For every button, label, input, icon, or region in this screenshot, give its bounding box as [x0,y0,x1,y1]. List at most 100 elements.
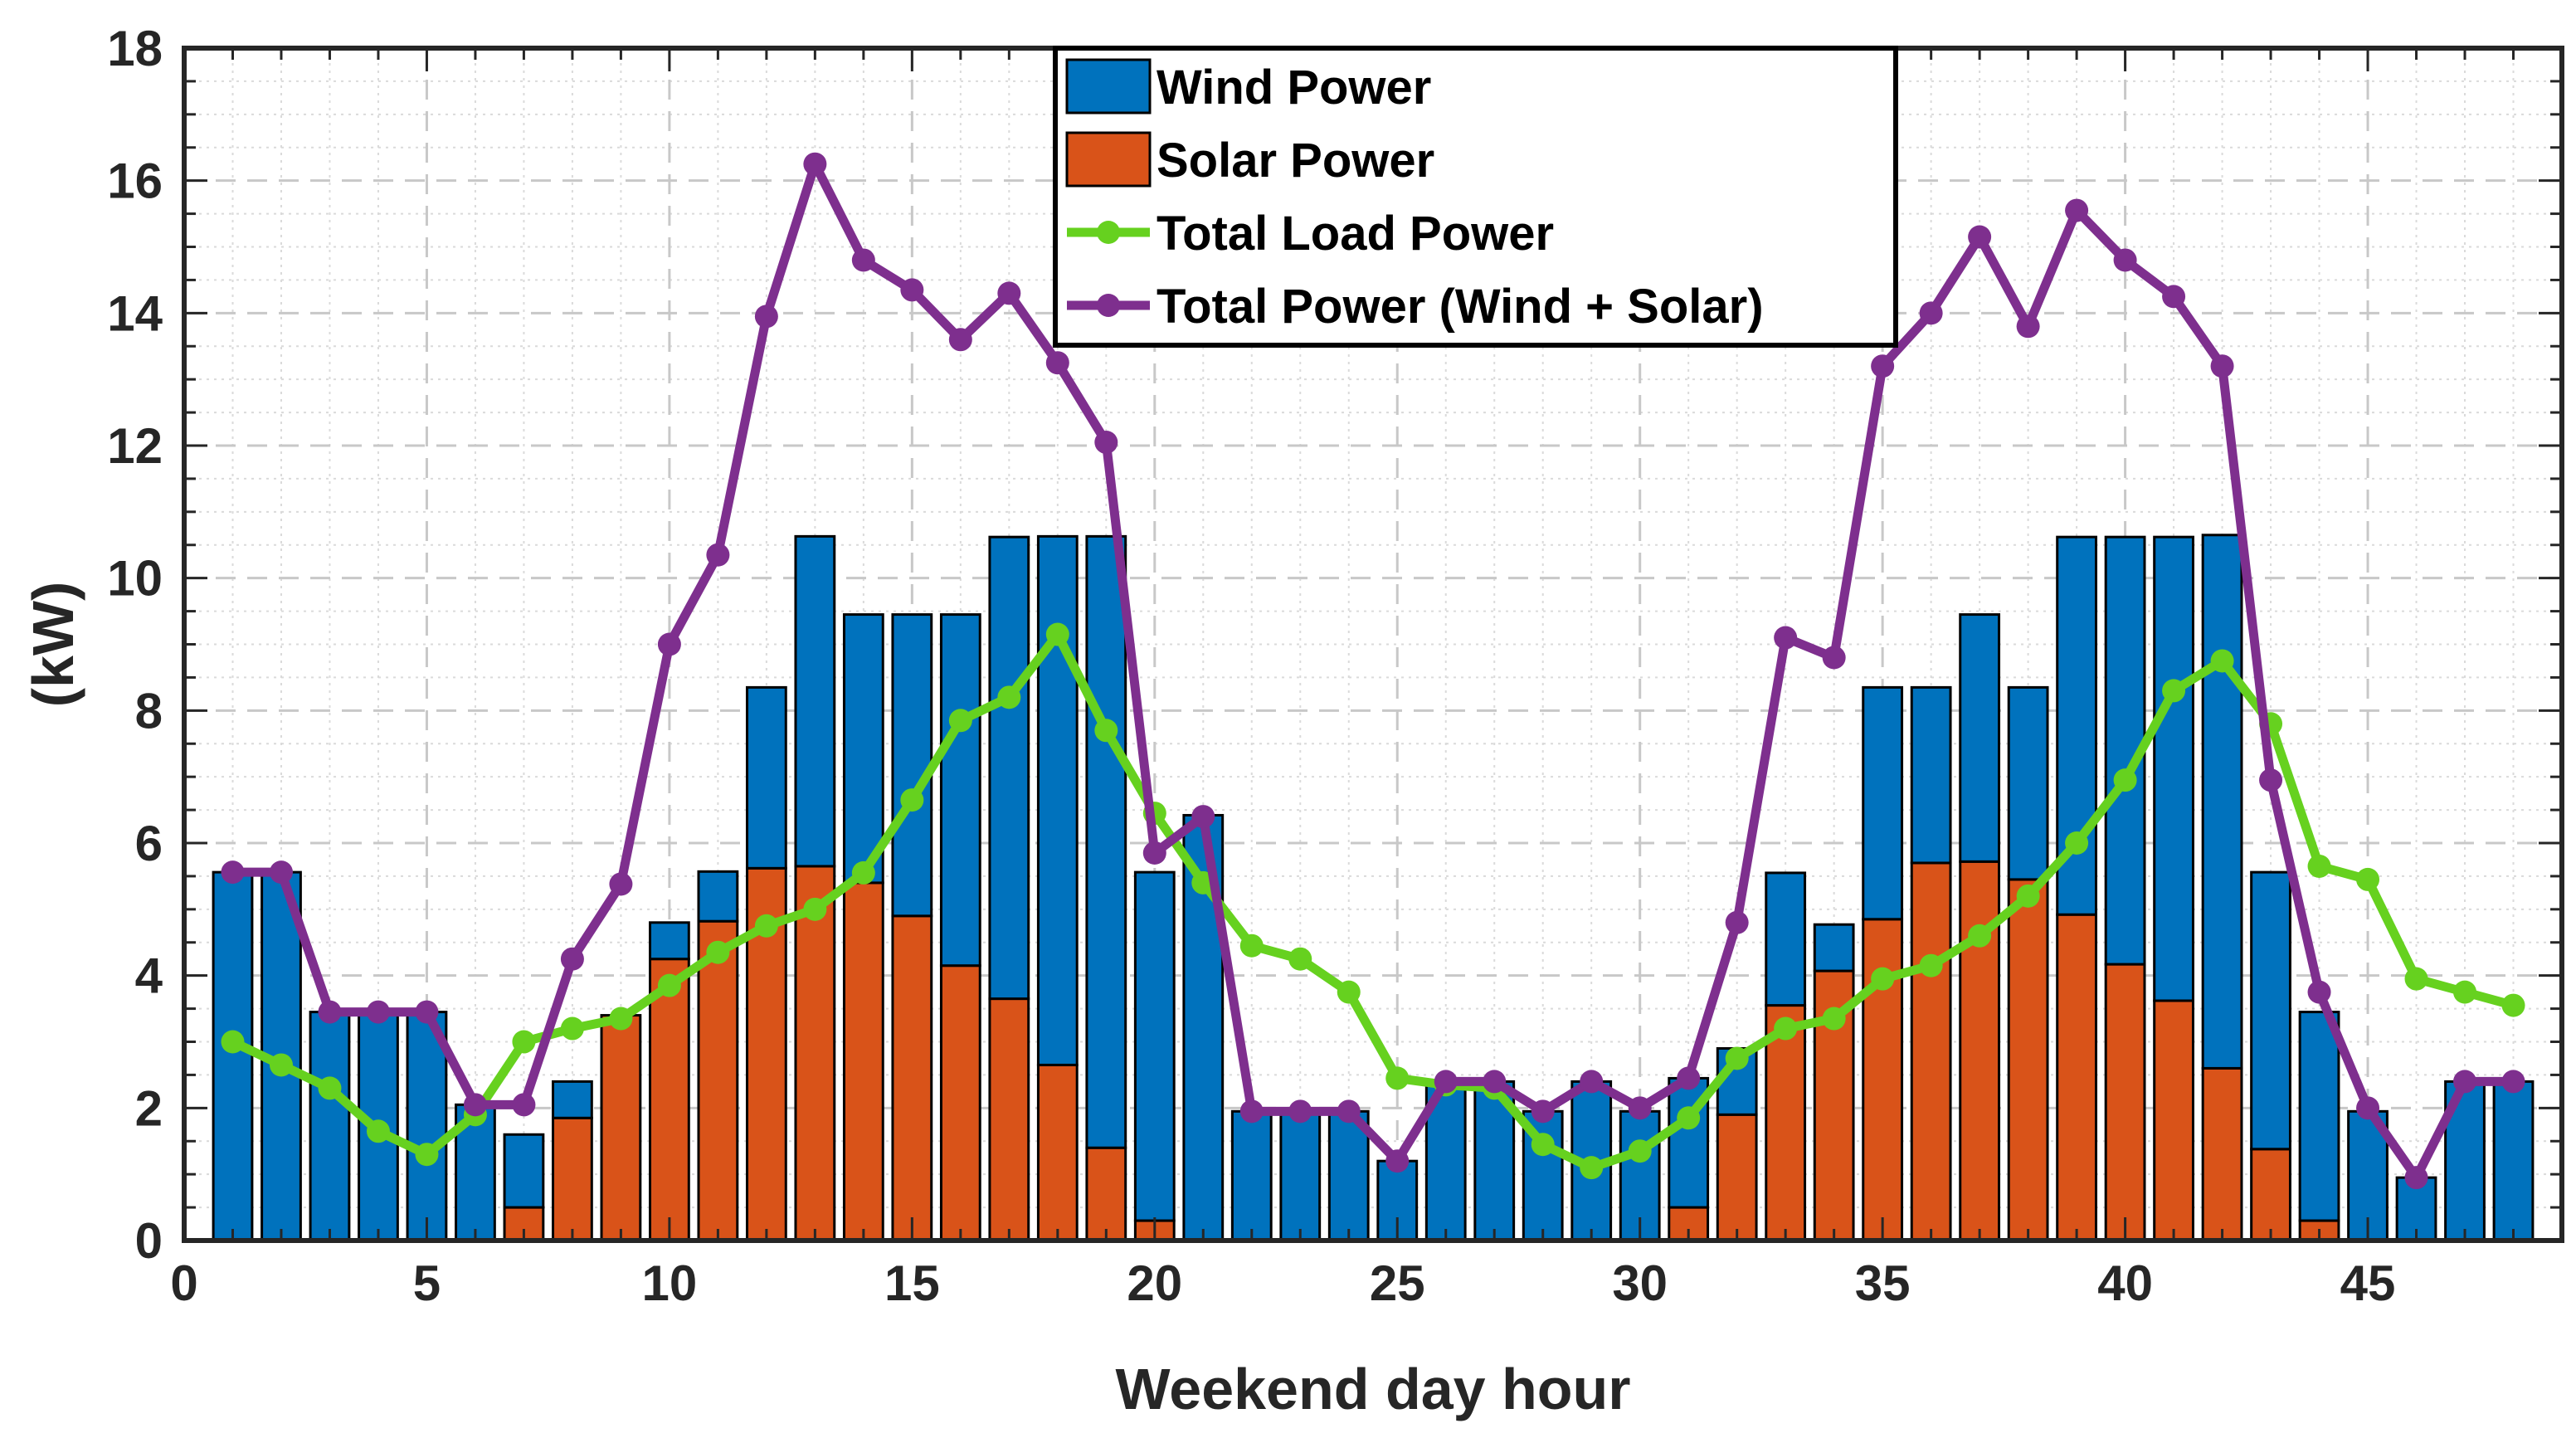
solar-power-bar [1765,1004,1807,1242]
total-power-wind-solar-point [1385,1149,1410,1173]
total-load-power-point [1580,1156,1604,1180]
wind-power-bar [552,1080,593,1119]
solar-power-bar [794,865,836,1242]
wind-power-bar [745,685,787,870]
y-tick-labels: 0 2 4 6 8 10 12 14 16 18 [107,21,163,1269]
total-load-power-point [1628,1139,1652,1163]
solar-power-bar [2201,1066,2243,1242]
total-load-power-point [1288,947,1312,971]
total-load-power-point [657,973,681,997]
total-power-wind-solar-point [269,860,293,885]
wind-power-bar [1279,1109,1322,1242]
total-load-power-point [1094,719,1118,743]
wind-power-bar [1813,923,1855,972]
wind-power-bar [1910,685,1952,865]
total-load-power-point [609,1007,633,1031]
wind-power-bar [891,613,933,918]
total-power-wind-solar-point [1580,1070,1604,1094]
total-power-wind-solar-point [803,152,827,176]
solar-power-bar [600,1014,642,1242]
total-load-power-point [269,1053,293,1077]
total-power-wind-solar-point [1434,1070,1458,1094]
solar-power-bar [2056,913,2097,1242]
legend-box [1053,46,1898,348]
total-load-power-point [1725,1046,1749,1070]
solar-power-bar [2153,999,2194,1242]
total-power-wind-solar-point [1045,351,1069,375]
wind-power-bar [212,870,254,1242]
solar-power-bar [649,958,690,1242]
total-power-wind-solar-point [2113,248,2137,272]
total-power-wind-solar-point [706,543,730,567]
total-power-wind-solar-point [1822,646,1846,670]
x-tick-labels: 0 5 10 15 20 25 30 35 40 45 [170,1255,2395,1311]
total-load-power-point [754,914,778,938]
solar-power-bar [842,881,884,1242]
x-tick-label: 10 [642,1255,698,1311]
y-tick-label: 12 [107,418,163,474]
total-load-power-point [1677,1106,1701,1130]
total-load-power-point [2404,967,2428,991]
solar-power-bar [697,919,739,1242]
x-tick-label: 30 [1612,1255,1668,1311]
wind-power-bar [1230,1109,1273,1242]
x-axis-title: Weekend day hour [1115,1357,1630,1421]
total-power-wind-solar-point [318,1000,342,1024]
solar-power-bar [939,964,981,1242]
wind-power-bar [1327,1109,1370,1242]
legend-swatch-wind-power [1065,58,1152,115]
total-load-power-point [221,1030,245,1054]
total-load-power-point [560,1016,584,1041]
total-power-wind-solar-point [1142,841,1166,865]
total-power-wind-solar-point [2501,1070,2525,1094]
total-load-power-point [512,1030,536,1054]
total-load-power-point [1385,1066,1410,1090]
y-tick-label: 18 [107,21,163,76]
solar-power-bar [2007,878,2049,1242]
total-load-power-point [1239,933,1264,958]
solar-power-bar [1036,1063,1079,1242]
legend-label-total-load-power: Total Load Power [1157,207,1554,261]
total-load-power-point [2113,768,2137,792]
y-tick-label: 10 [107,551,163,607]
total-power-wind-solar-point [512,1093,536,1117]
total-power-wind-solar-point [1919,301,1943,325]
y-tick-label: 8 [135,683,163,738]
wind-power-bar [939,613,981,968]
total-load-power-point [851,860,875,885]
legend-marker-total-power-wind-solar [1097,294,1120,317]
total-load-power-point [366,1119,390,1143]
total-power-wind-solar-point [2356,1096,2380,1120]
wind-power-bar [2250,870,2291,1151]
solar-power-bar [1910,861,1952,1242]
wind-power-bar [1959,613,2001,863]
wind-power-bar [2492,1080,2535,1242]
solar-power-bar [2104,963,2146,1242]
total-load-power-point [1968,924,1992,948]
x-tick-label: 45 [2340,1255,2396,1311]
total-load-power-point [1919,953,1943,977]
total-power-wind-solar-point [2307,980,2331,1004]
solar-power-bar [1716,1113,1758,1242]
total-power-wind-solar-point [997,281,1021,305]
wind-power-bar [649,921,690,961]
total-load-power-point [706,940,730,964]
total-power-wind-solar-point [1239,1099,1264,1124]
total-power-wind-solar-point [609,872,633,896]
legend-label-wind-power: Wind Power [1157,61,1431,115]
wind-power-bar [697,870,739,923]
total-power-wind-solar-point [366,1000,390,1024]
total-power-wind-solar-point [1531,1099,1555,1124]
total-power-wind-solar-point [463,1093,487,1117]
legend: Wind Power Solar Power Total Load Power Tot… [1053,46,1898,348]
y-tick-label: 2 [135,1080,163,1136]
total-load-power-point [2016,884,2040,908]
total-power-wind-solar-point [657,632,681,656]
x-tick-label: 15 [884,1255,940,1311]
total-power-wind-solar-point [1968,225,1992,249]
total-power-wind-solar-point [2259,768,2283,792]
total-power-wind-solar-point [1677,1066,1701,1090]
y-tick-label: 6 [135,816,163,871]
total-load-power-point [803,897,827,921]
